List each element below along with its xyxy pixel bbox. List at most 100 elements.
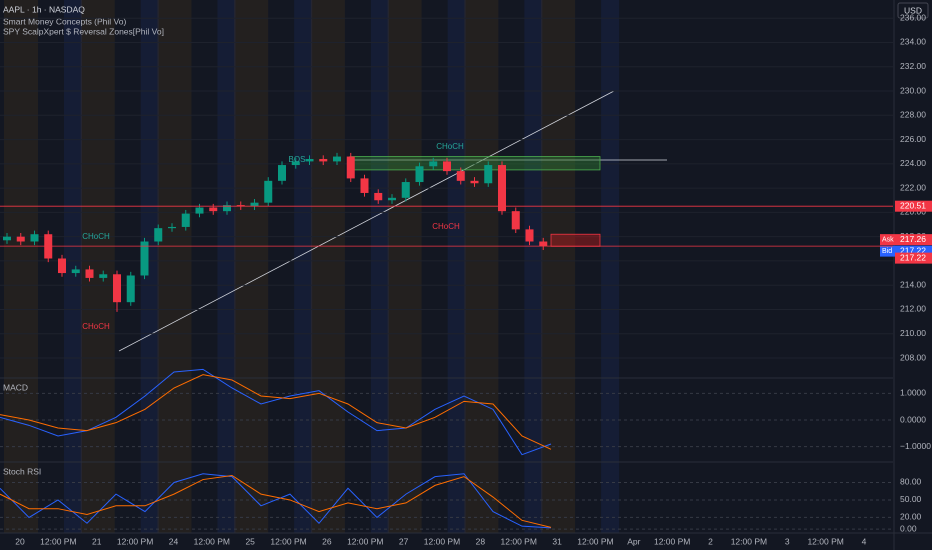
time-label: 2 [708,536,713,546]
premarket-band [157,0,192,533]
indicator-line [0,374,552,450]
time-label: 12:00 PM [654,536,690,546]
indicator-line [0,368,552,456]
y-tick-label: 236.00 [900,12,926,22]
candle-body [470,180,479,184]
time-label: 12:00 PM [731,536,767,546]
time-label: 27 [399,536,409,546]
candle-body [168,226,176,229]
zone [349,156,601,171]
candle-body [291,161,300,166]
y-tick-label: 0.0000 [900,414,926,424]
premarket-band [4,0,38,533]
candle-body [71,269,80,274]
time-label: Apr [627,536,640,546]
candle-body [30,234,39,242]
time-label: 24 [169,536,179,546]
candle-body [58,258,66,274]
candle-body [319,158,328,162]
price-tag-label: 217.22 [900,252,926,262]
afterhours-band [140,0,159,533]
price-tag-label: 217.26 [900,234,926,244]
y-tick-label: 210.00 [900,328,926,338]
indicator-label: SPY ScalpXpert $ Reversal Zones[Phil Vo] [3,26,164,36]
indicator-line [0,474,552,528]
annotation: CHoCH [82,232,110,241]
pane-title: MACD [3,382,28,392]
afterhours-band [447,0,466,533]
time-label: 20 [15,536,25,546]
afterhours-band [64,0,82,533]
candle-body [85,269,94,278]
y-tick-label: 1.0000 [900,388,926,398]
price-tag [895,245,932,257]
price-tag [895,252,932,264]
time-label: 12:00 PM [270,536,306,546]
time-label: 12:00 PM [501,536,537,546]
time-label: 12:00 PM [577,536,613,546]
candle-body [374,192,383,201]
candle-body [346,156,355,179]
afterhours-band [601,0,620,533]
afterhours-band [217,0,236,533]
price-tag-label: 217.22 [900,245,926,255]
y-tick-label: 230.00 [900,85,926,95]
y-tick-label: 20.00 [900,512,922,522]
candle-body [278,165,286,181]
time-label: 12:00 PM [117,536,153,546]
time-label: 21 [92,536,102,546]
premarket-band [234,0,269,533]
annotation: CHoCH [436,142,464,151]
premarket-band [310,0,345,533]
y-tick-label: 222.00 [900,182,926,192]
candle-body [525,229,534,242]
y-tick-label: 214.00 [900,279,926,289]
annotation: CHoCH [82,322,110,331]
candle-body [195,207,204,214]
tag-name: Bid [882,248,892,255]
time-label: 4 [862,536,867,546]
candle-body [429,161,438,167]
symbol: AAPL · 1h · NASDAQ [3,4,85,14]
pane-title: Stoch RSI [3,466,41,476]
price-tag [895,234,932,246]
premarket-band [541,0,576,533]
annotation: CHoCH [432,222,460,231]
candle-body [3,236,11,241]
candle-body [126,275,135,303]
time-label: 28 [476,536,486,546]
trend-line [118,90,615,352]
candle-body [250,202,259,207]
candle-body [388,197,396,201]
price-tag [895,200,932,212]
candle-body [401,182,410,198]
y-tick-label: 234.00 [900,37,926,47]
currency-button[interactable] [897,2,929,19]
time-label: 12:00 PM [194,536,230,546]
session-bands [4,0,620,533]
candle-body [511,211,520,230]
premarket-band [464,0,499,533]
y-tick-label: 0.00 [900,523,917,533]
currency[interactable]: USD [904,5,922,15]
time-label: 3 [785,536,790,546]
afterhours-band [294,0,313,533]
time-label: 26 [322,536,332,546]
y-tick-label: 212.00 [900,304,926,314]
price-tag-label: 220.51 [900,200,926,210]
time-label: 25 [245,536,255,546]
candle-body [498,165,506,212]
y-tick-label: 208.00 [900,352,926,362]
candle-body [113,274,121,303]
candle-body [99,274,108,278]
candle-body [264,180,273,203]
time-label: 12:00 PM [347,536,383,546]
candle-body [16,236,25,242]
time-label: 12:00 PM [40,536,76,546]
annotation: BOS [289,155,306,164]
y-tick-label: 80.00 [900,477,922,487]
candle-body [209,207,218,212]
indicator-label: Smart Money Concepts (Phil Vo) [3,16,126,26]
